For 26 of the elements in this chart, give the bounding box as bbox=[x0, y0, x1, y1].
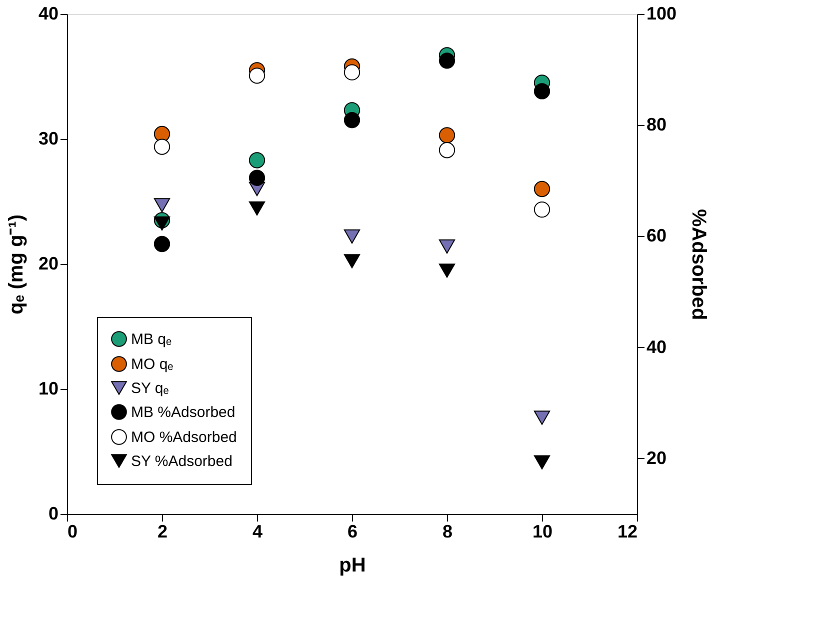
x-tick-label: 4 bbox=[252, 522, 263, 542]
y-tick-label: 40 bbox=[38, 4, 58, 24]
y2-tick-label: 60 bbox=[646, 226, 667, 246]
legend-label: MO qₑ bbox=[131, 356, 174, 373]
y2-tick-label: 80 bbox=[646, 114, 667, 135]
y-axis-title: qₑ (mg g⁻¹) bbox=[5, 214, 28, 315]
y2-tick-label: 100 bbox=[646, 4, 677, 24]
x-tick-label: 10 bbox=[532, 522, 553, 542]
y-tick-label: 10 bbox=[38, 378, 58, 398]
x-tick-label: 2 bbox=[157, 522, 168, 542]
y-tick-label: 20 bbox=[38, 254, 58, 274]
legend-label: SY qₑ bbox=[131, 380, 170, 397]
y-tick-label: 30 bbox=[38, 128, 58, 148]
legend-label: MB qₑ bbox=[131, 331, 172, 348]
legend-label: MO %Adsorbed bbox=[131, 429, 237, 446]
legend-label: SY %Adsorbed bbox=[131, 453, 232, 470]
y-tick-label: 0 bbox=[48, 504, 58, 524]
x-axis-title: pH bbox=[339, 554, 366, 576]
x-tick-label: 0 bbox=[68, 522, 78, 542]
x-tick-label: 12 bbox=[617, 522, 638, 542]
legend-label: MB %Adsorbed bbox=[131, 404, 236, 421]
y2-tick-label: 40 bbox=[646, 336, 667, 357]
x-tick-label: 6 bbox=[347, 522, 358, 542]
x-tick-label: 8 bbox=[442, 522, 453, 542]
y2-tick-label: 20 bbox=[646, 448, 667, 468]
y2-axis-title: %Adsorbed bbox=[688, 208, 710, 320]
